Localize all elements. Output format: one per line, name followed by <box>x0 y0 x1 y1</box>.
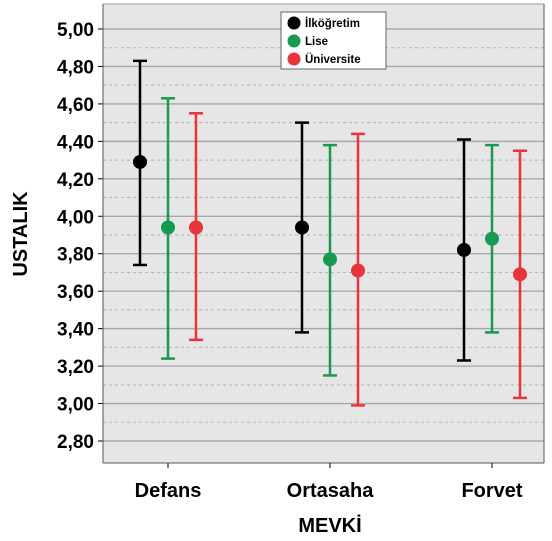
error-bar-group <box>133 59 147 267</box>
y-tick-label: 3,20 <box>57 357 94 378</box>
x-axis: Defans Ortasaha Forvet <box>103 3 545 502</box>
x-tick-label: Forvet <box>461 480 522 502</box>
legend-label: Lise <box>305 36 328 48</box>
y-tick-label: 4,40 <box>57 132 94 153</box>
y-tick-label: 4,20 <box>57 170 94 191</box>
legend-marker <box>287 34 301 48</box>
mean-point <box>161 220 175 235</box>
x-tick-label: Defans <box>135 480 202 502</box>
error-bar-group <box>485 143 499 334</box>
error-bar-group <box>351 132 365 407</box>
legend-marker <box>287 16 301 30</box>
error-bar-group <box>513 149 527 400</box>
y-tick-label: 3,60 <box>57 282 94 303</box>
y-tick-label: 3,80 <box>57 245 94 266</box>
mean-point <box>295 220 309 235</box>
legend-label: İlköğretim <box>305 17 360 30</box>
error-bar-group <box>323 143 337 377</box>
y-tick-label: 4,60 <box>57 95 94 116</box>
error-bar-group <box>161 97 175 360</box>
mean-point <box>133 154 147 169</box>
plot-area <box>103 4 544 463</box>
mean-point <box>351 263 365 278</box>
mean-point <box>323 252 337 267</box>
error-bar-group <box>295 121 309 334</box>
y-tick-label: 4,80 <box>57 57 94 78</box>
data-marks <box>133 59 527 407</box>
y-tick-label: 3,40 <box>57 320 94 341</box>
y-tick-label: 4,00 <box>57 207 94 228</box>
error-bar-group <box>457 138 471 362</box>
error-bar-group <box>189 112 203 342</box>
plot-background <box>103 4 544 463</box>
legend-marker <box>287 52 301 66</box>
mean-point <box>485 231 499 246</box>
y-axis-title: USTALIK <box>10 191 32 277</box>
legend-label: Üniversite <box>305 53 361 66</box>
mean-point <box>457 242 471 257</box>
mean-point <box>189 220 203 235</box>
y-tick-label: 3,00 <box>57 395 94 416</box>
legend: İlköğretim Lise Üniversite <box>280 11 387 70</box>
y-tick-label: 2,80 <box>57 432 94 453</box>
y-tick-label: 5,00 <box>57 20 94 41</box>
x-tick-label: Ortasaha <box>287 480 375 502</box>
x-axis-title: MEVKİ <box>298 514 361 537</box>
mean-point <box>513 267 527 282</box>
y-axis: 2,80 3,00 3,20 3,40 3,60 3,80 4,00 4,20 4,40 4,60… <box>57 4 104 463</box>
